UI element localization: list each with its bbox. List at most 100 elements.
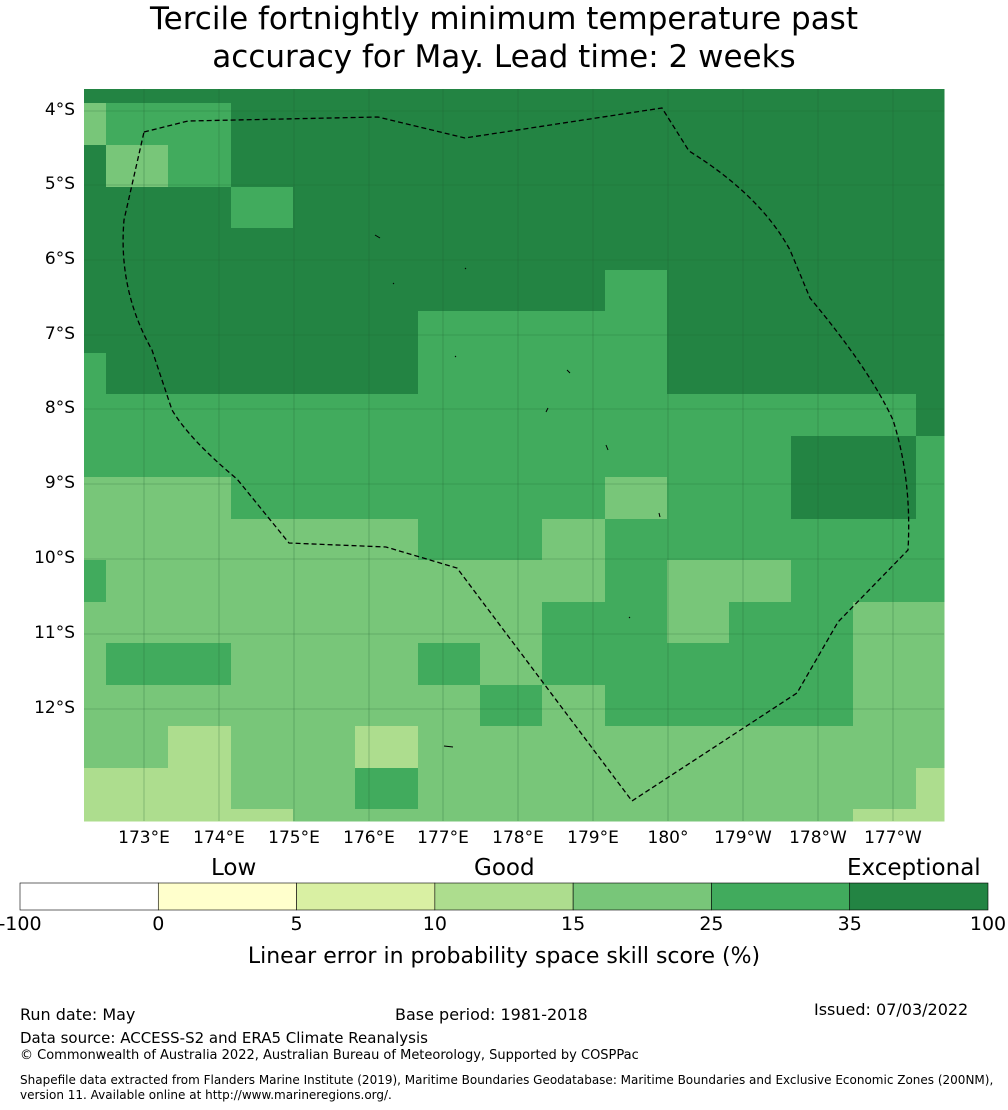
- grid-cell: [542, 145, 606, 188]
- grid-cell: [667, 809, 730, 822]
- grid-cell: [853, 685, 917, 727]
- grid-cell: [231, 103, 294, 146]
- grid-cell: [542, 436, 606, 478]
- colorbar-tick-label: 100: [969, 913, 1007, 935]
- grid-cell: [231, 685, 294, 727]
- grid-cell: [853, 145, 917, 188]
- grid-cell: [791, 353, 854, 395]
- grid-cell: [293, 477, 356, 520]
- grid-cell: [355, 145, 419, 188]
- longitude-label: 180°: [647, 828, 689, 848]
- grid-cell: [605, 394, 668, 437]
- grid-cell: [168, 643, 232, 686]
- grid-cell: [293, 228, 356, 271]
- grid-cell: [605, 560, 668, 603]
- grid-cell: [542, 228, 606, 271]
- grid-cell: [84, 436, 107, 478]
- grid-cell: [106, 89, 169, 104]
- grid-cell: [916, 726, 945, 769]
- longitude-label: 177°W: [864, 828, 922, 848]
- grid-cell: [231, 353, 294, 395]
- title-line-1: Tercile fortnightly minimum temperature …: [150, 1, 858, 37]
- grid-cell: [418, 685, 481, 727]
- shapefile-credit-line-1: Shapefile data extracted from Flanders M…: [20, 1073, 994, 1087]
- grid-cell: [853, 353, 917, 395]
- grid-cell: [106, 809, 169, 822]
- grid-cell: [106, 187, 169, 229]
- category-good: Good: [474, 855, 535, 881]
- map-title: Tercile fortnightly minimum temperature …: [0, 0, 1008, 76]
- grid-cell: [729, 726, 792, 769]
- grid-cell: [418, 560, 481, 603]
- colorbar-tick-label: 35: [837, 913, 862, 935]
- grid-cell: [916, 311, 945, 354]
- colorbar-tick-label: 25: [699, 913, 724, 935]
- grid-cell: [231, 519, 294, 561]
- grid-cell: [168, 89, 232, 104]
- grid-cell: [168, 145, 232, 188]
- grid-cell: [293, 394, 356, 437]
- grid-cell: [542, 602, 606, 644]
- grid-cell: [106, 643, 169, 686]
- grid-cell: [84, 560, 107, 603]
- grid-cell: [231, 643, 294, 686]
- grid-cell: [418, 726, 481, 769]
- grid-cell: [355, 560, 419, 603]
- grid-cell: [418, 89, 481, 104]
- grid-cell: [667, 768, 730, 810]
- grid-cell: [729, 89, 792, 104]
- eez-boundary: [122, 107, 910, 802]
- longitude-label: 179°W: [714, 828, 772, 848]
- grid-cell: [729, 353, 792, 395]
- grid-cell: [916, 353, 945, 395]
- island: [392, 282, 395, 285]
- grid-cell: [605, 726, 668, 769]
- grid-cell: [542, 89, 606, 104]
- grid-cell: [542, 519, 606, 561]
- grid-cell: [853, 602, 917, 644]
- grid-cell: [480, 228, 543, 271]
- grid-cell: [605, 89, 668, 104]
- grid-cell: [667, 103, 730, 146]
- grid-cell: [791, 228, 854, 271]
- grid-cell: [729, 809, 792, 822]
- skill-grid: [84, 89, 945, 822]
- longitude-label: 173°E: [118, 828, 170, 848]
- grid-cell: [542, 809, 606, 822]
- latitude-label: 5°S: [44, 174, 75, 194]
- grid-cell: [605, 436, 668, 478]
- grid-cell: [106, 477, 169, 520]
- grid-cell: [231, 311, 294, 354]
- grid-cell: [791, 809, 854, 822]
- grid-cell: [293, 436, 356, 478]
- grid-cell: [729, 394, 792, 437]
- grid-cell: [542, 187, 606, 229]
- grid-cell: [84, 685, 107, 727]
- islands: [374, 234, 661, 748]
- grid-cell: [84, 768, 107, 810]
- latitude-label: 6°S: [44, 249, 75, 269]
- grid-cell: [542, 477, 606, 520]
- grid-cell: [293, 643, 356, 686]
- grid-cell: [355, 187, 419, 229]
- longitude-label: 178°E: [492, 828, 544, 848]
- grid-cell: [293, 311, 356, 354]
- grid-cell: [480, 477, 543, 520]
- title-line-2: accuracy for May. Lead time: 2 weeks: [212, 39, 796, 75]
- grid-cell: [729, 145, 792, 188]
- grid-cell: [106, 228, 169, 271]
- data-source: Data source: ACCESS-S2 and ERA5 Climate …: [20, 1029, 428, 1047]
- colorbar-tick-label: -100: [0, 913, 42, 935]
- colorbar-tick-label: 5: [290, 913, 303, 935]
- longitude-label: 174°E: [193, 828, 245, 848]
- grid-cell: [791, 394, 854, 437]
- grid-cell: [293, 602, 356, 644]
- latitude-label: 8°S: [44, 398, 75, 418]
- grid-cell: [667, 89, 730, 104]
- grid-cell: [542, 560, 606, 603]
- grid-cell: [853, 768, 917, 810]
- grid-cell: [791, 685, 854, 727]
- grid-cell: [231, 726, 294, 769]
- grid-cell: [605, 768, 668, 810]
- grid-cell: [168, 519, 232, 561]
